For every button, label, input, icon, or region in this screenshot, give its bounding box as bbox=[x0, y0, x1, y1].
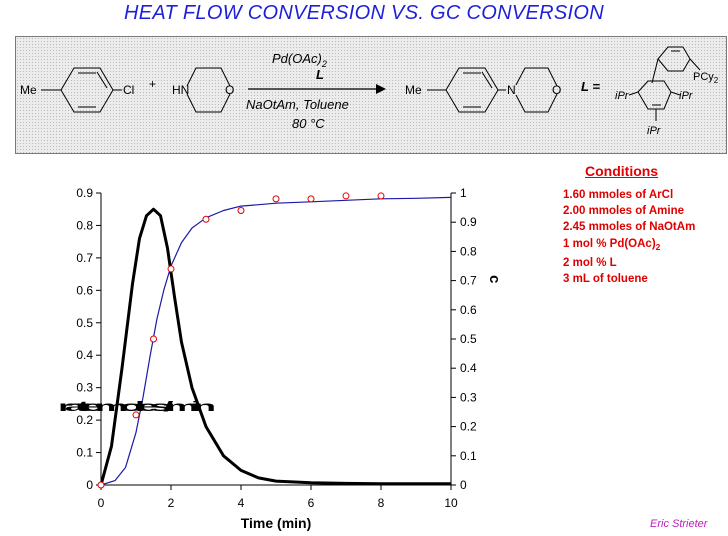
conditions-list: 1.60 mmoles of ArCl 2.00 mmoles of Amine… bbox=[563, 187, 695, 287]
reaction-scheme: Me Cl + HN O Pd(OAc)2 L NaOtAm, Toluene … bbox=[15, 36, 727, 154]
ligand-equals-label: L = bbox=[581, 79, 600, 94]
left-axis-tick-label: 0.5 bbox=[76, 316, 93, 330]
left-axis-tick-label: 0.2 bbox=[76, 413, 93, 427]
gc-data-point bbox=[132, 411, 140, 419]
right-axis-tick-label: 0 bbox=[460, 478, 467, 492]
amine-o-label: O bbox=[225, 83, 234, 97]
condition-item: 2.00 mmoles of Amine bbox=[563, 205, 685, 218]
reaction-arrow bbox=[248, 84, 386, 94]
condition-item: 1 mol % Pd(OAc)2 bbox=[563, 237, 661, 252]
right-axis-tick-label: 0.2 bbox=[460, 420, 477, 434]
x-axis-tick-label: 0 bbox=[98, 496, 105, 510]
product-o-label: O bbox=[552, 83, 561, 97]
chloride-label: Cl bbox=[123, 83, 134, 97]
page-title: HEAT FLOW CONVERSION VS. GC CONVERSION bbox=[124, 2, 604, 24]
aryl-chloride-structure bbox=[41, 67, 122, 113]
gc-data-point bbox=[150, 335, 157, 343]
chart-marks bbox=[97, 192, 452, 489]
ligand-label: L bbox=[316, 67, 324, 82]
x-axis-tick-label: 2 bbox=[168, 496, 175, 510]
left-axis-tick-label: 0.7 bbox=[76, 251, 93, 265]
ligand-ipr-left-label: iPr bbox=[615, 90, 630, 102]
right-axis-tick-label: 0.9 bbox=[460, 215, 477, 229]
amine-nh-label: HN bbox=[172, 83, 189, 97]
left-axis-tick-label: 0.9 bbox=[76, 186, 93, 200]
gc-data-point bbox=[237, 207, 245, 215]
product-n-label: N bbox=[507, 83, 516, 97]
temperature-label: 80 °C bbox=[292, 116, 325, 131]
product-structure bbox=[427, 67, 558, 113]
left-axis-tick-label: 0.8 bbox=[76, 218, 93, 232]
left-axis-tick-label: 0.4 bbox=[76, 348, 93, 362]
gc-data-point bbox=[167, 265, 175, 273]
right-axis-tick-label: 1 bbox=[460, 186, 467, 200]
left-axis-tick-label: 0.1 bbox=[76, 446, 93, 460]
morpholine-structure bbox=[186, 67, 231, 113]
x-axis-tick-label: 10 bbox=[444, 496, 458, 510]
condition-item: 1.60 mmoles of ArCl bbox=[563, 189, 674, 201]
conversion-chart: 0 0.1 0.2 0.3 0.4 0.5 0.6 0.7 0.8 0.9 0 0.1 0.2 0.3 0.… bbox=[58, 186, 503, 531]
gc-data-point bbox=[272, 195, 280, 203]
right-axis-tick-label: 0.3 bbox=[460, 390, 477, 404]
ligand-pcy-label: PCy2 bbox=[693, 71, 719, 85]
x-axis-tick-label: 8 bbox=[378, 496, 385, 510]
ligand-ipr-bottom-label: iPr bbox=[647, 125, 662, 137]
reaction-scheme-drawing: Me Cl + HN O Pd(OAc)2 L NaOtAm, Toluene … bbox=[20, 46, 719, 137]
right-axis-tick-label: 0.1 bbox=[460, 449, 477, 463]
x-axis-tick-label: 4 bbox=[238, 496, 245, 510]
ligand-structure bbox=[628, 46, 701, 121]
x-axis-tick-label: 6 bbox=[308, 496, 315, 510]
gc-data-point bbox=[97, 481, 105, 489]
gc-data-point bbox=[307, 195, 315, 203]
right-axis-tick-label: 0.7 bbox=[460, 274, 477, 288]
base-solvent-label: NaOtAm, Toluene bbox=[246, 97, 349, 112]
right-axis-title: c bbox=[486, 275, 503, 283]
left-axis-tick-label: 0 bbox=[86, 478, 93, 492]
chart-axes bbox=[96, 192, 456, 490]
heat-flow-rate-line bbox=[99, 207, 451, 486]
conditions-title: Conditions bbox=[585, 163, 659, 179]
right-axis-tick-label: 0.6 bbox=[460, 303, 477, 317]
x-axis-title: Time (min) bbox=[241, 515, 312, 531]
heat-flow-conversion-line bbox=[100, 196, 452, 486]
ligand-ipr-right-label: iPr bbox=[679, 90, 694, 102]
right-axis-tick-label: 0.8 bbox=[460, 244, 477, 258]
gc-data-point bbox=[342, 192, 350, 200]
gc-data-point bbox=[202, 215, 210, 223]
left-axis-title: ratemoles/min bbox=[58, 398, 215, 414]
condition-item: 2 mol % L bbox=[563, 256, 617, 269]
plus-sign: + bbox=[149, 77, 156, 91]
author-credit: Eric Strieter bbox=[650, 518, 708, 530]
left-axis-tick-label: 0.6 bbox=[76, 283, 93, 297]
left-axis-tick-label: 0.3 bbox=[76, 381, 93, 395]
catalyst-label: Pd(OAc)2 bbox=[272, 51, 327, 69]
condition-item: 3 mL of toluene bbox=[563, 273, 648, 286]
methyl-label: Me bbox=[20, 83, 37, 97]
chart-labels: 0 0.1 0.2 0.3 0.4 0.5 0.6 0.7 0.8 0.9 0 0.1 0.2 0.3 0.… bbox=[58, 186, 503, 531]
gc-data-point bbox=[377, 192, 385, 200]
product-methyl-label: Me bbox=[405, 83, 422, 97]
right-axis-tick-label: 0.4 bbox=[460, 361, 477, 375]
condition-item: 2.45 mmoles of NaOtAm bbox=[563, 221, 696, 234]
right-axis-tick-label: 0.5 bbox=[460, 332, 477, 346]
